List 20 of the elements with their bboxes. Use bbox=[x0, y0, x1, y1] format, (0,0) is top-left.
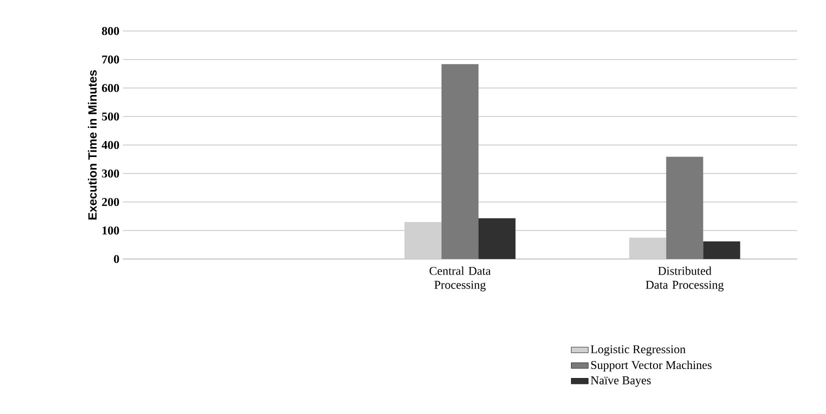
x-tick-label: Central Data Processing bbox=[430, 266, 491, 292]
legend-label: Naïve Bayes bbox=[590, 376, 651, 387]
bar bbox=[478, 218, 516, 259]
bar bbox=[629, 238, 666, 259]
bar bbox=[442, 64, 479, 259]
legend-label: Support Vector Machines bbox=[591, 360, 712, 372]
y-tick-label: 200 bbox=[102, 198, 120, 206]
y-tick-label: 100 bbox=[102, 226, 120, 235]
bar bbox=[666, 156, 704, 259]
y-tick-label: 400 bbox=[102, 140, 120, 150]
bar bbox=[703, 241, 740, 259]
y-tick-label: 300 bbox=[102, 169, 120, 178]
y-tick-label: 600 bbox=[102, 84, 120, 92]
y-axis-title: Execution Time in Minutes bbox=[88, 70, 97, 220]
legend-label: Logistic Regression bbox=[590, 345, 686, 356]
y-tick-label: 500 bbox=[102, 112, 120, 121]
y-tick-label: 800 bbox=[102, 26, 120, 36]
x-tick-label: Distributed Data Processing bbox=[646, 266, 724, 292]
y-tick-label: 700 bbox=[102, 55, 120, 64]
y-tick-label: 0 bbox=[114, 254, 120, 264]
